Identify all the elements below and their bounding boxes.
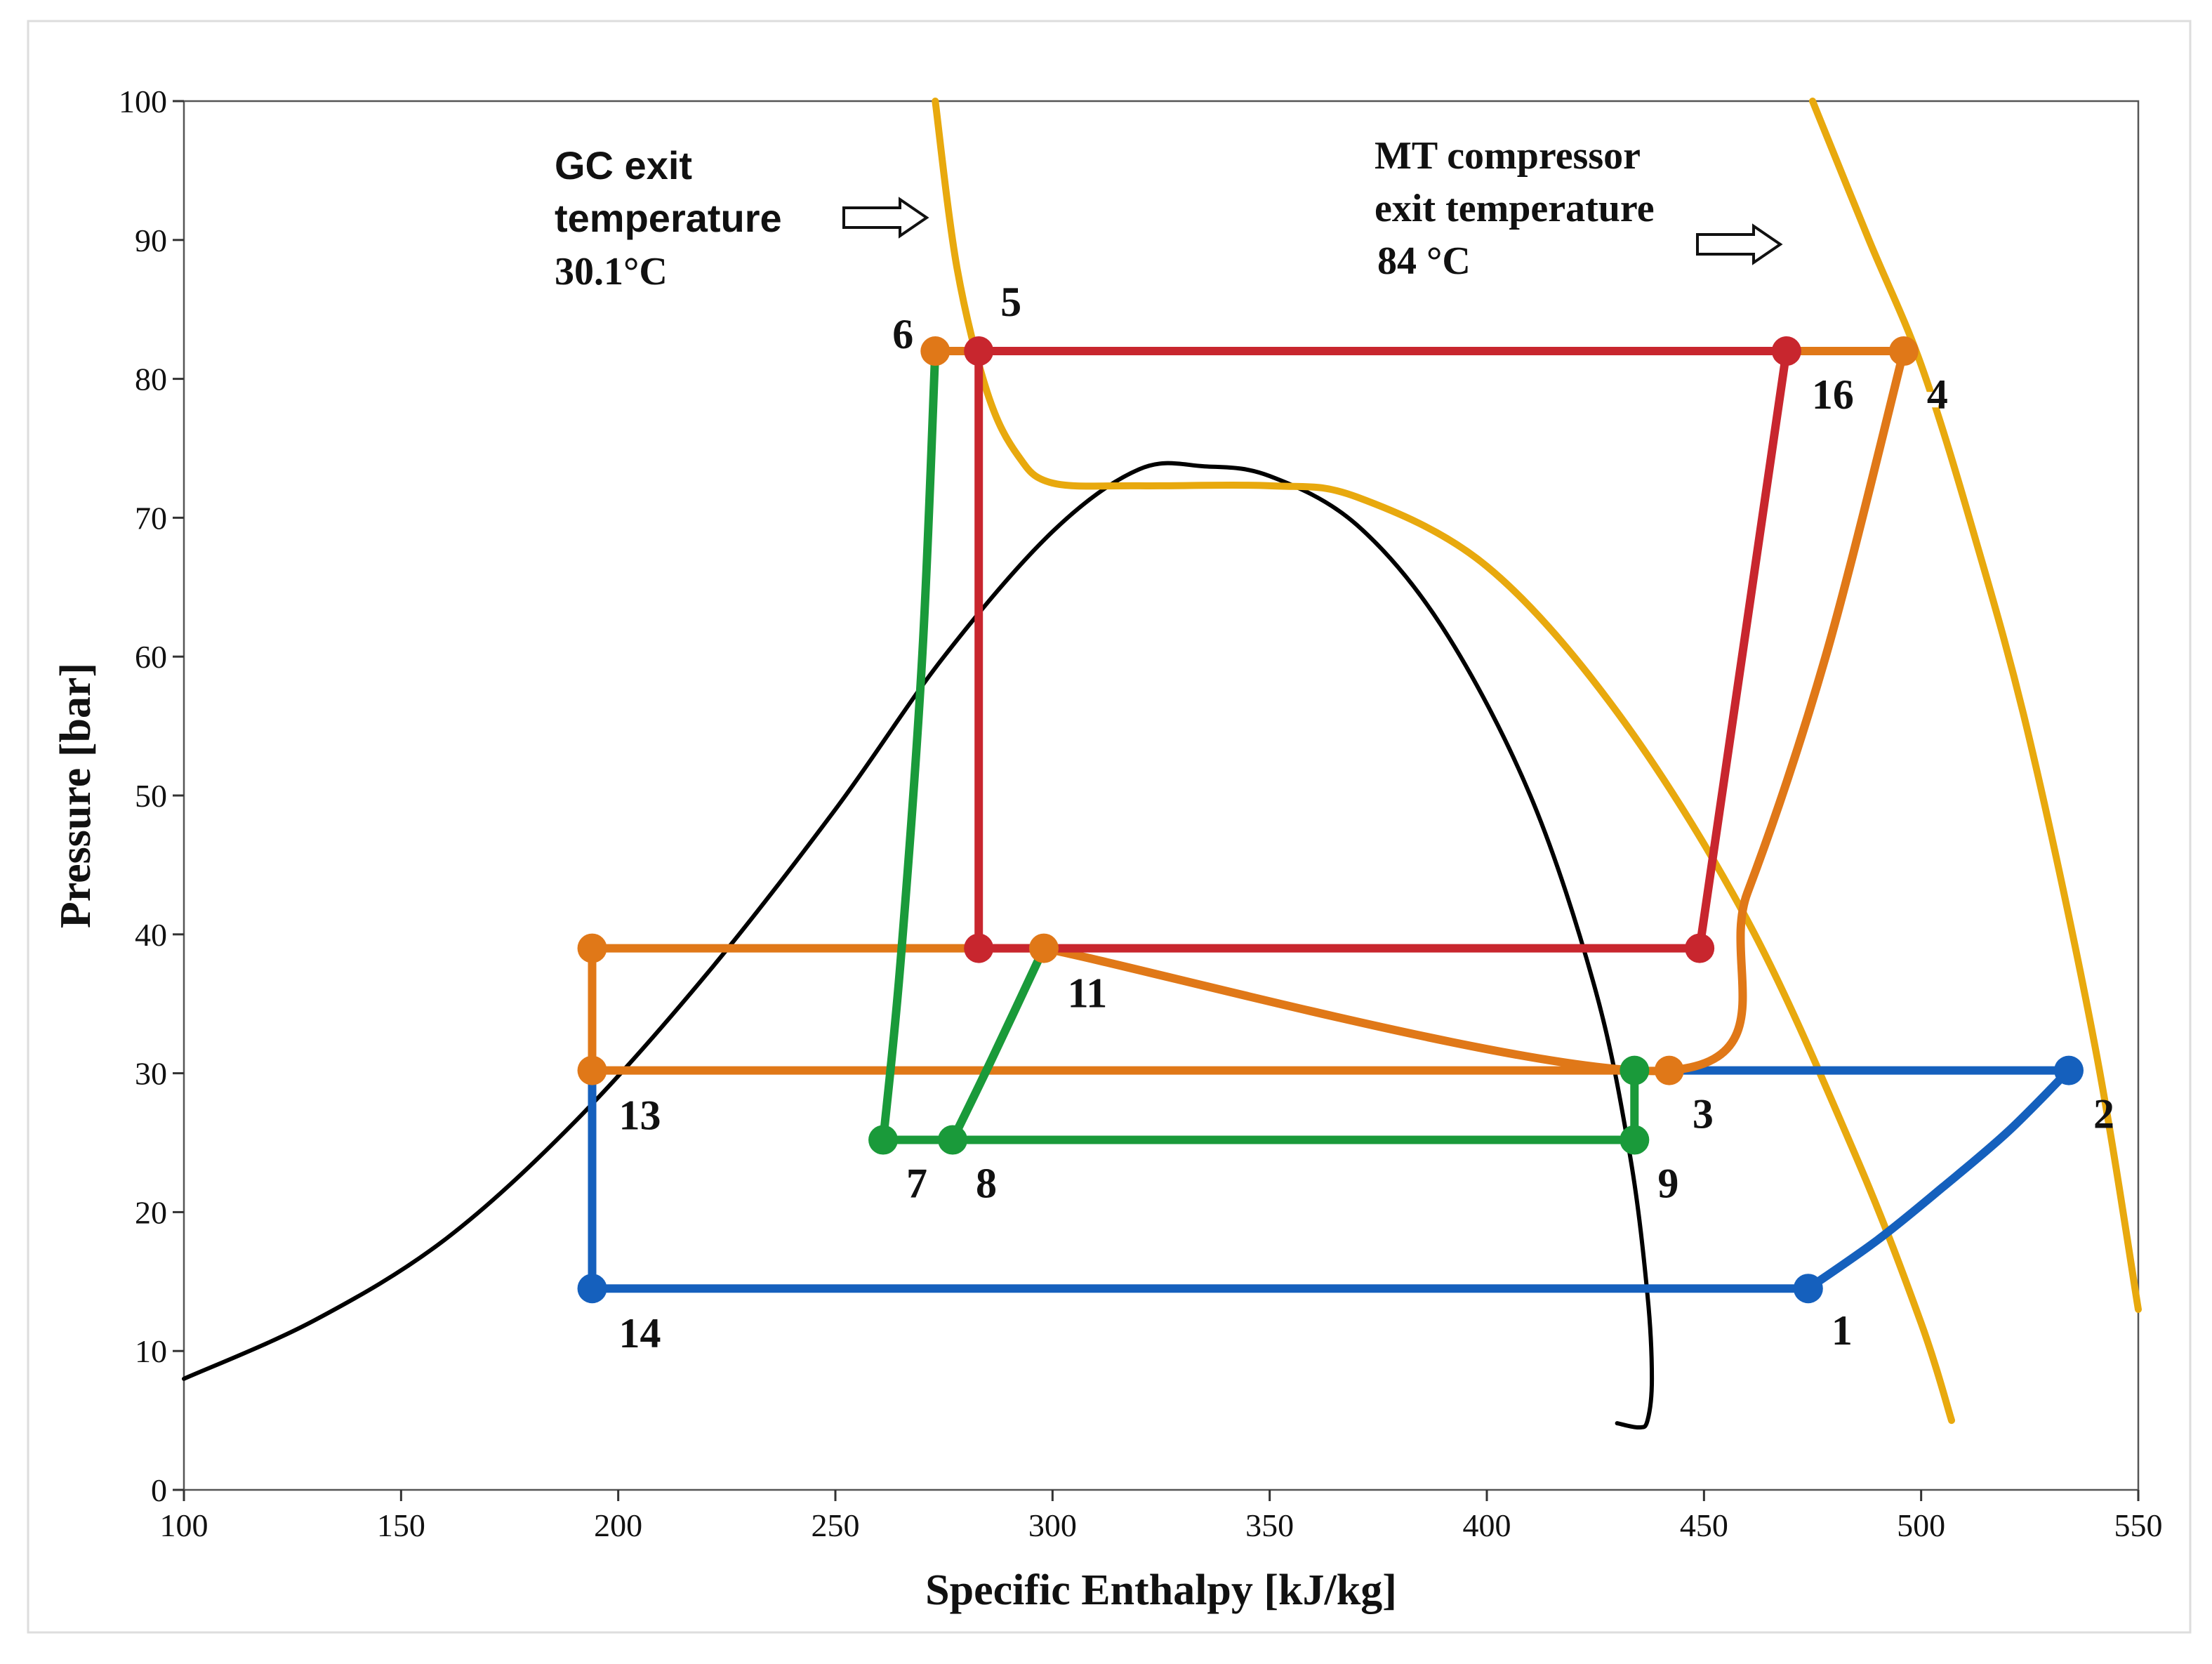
gc-exit-arrow-icon	[842, 197, 929, 239]
x-tick-label: 150	[377, 1507, 425, 1543]
state-point-5	[964, 336, 994, 367]
x-tick-label: 550	[2114, 1507, 2163, 1543]
axes-layer: 100 150 200 250 300 350 400 450 500 5500102030405…	[52, 84, 2163, 1614]
x-tick-label: 300	[1028, 1507, 1077, 1543]
outer-frame	[27, 20, 2192, 1634]
orange-cycle-line	[588, 347, 1908, 1076]
state-point-7	[868, 1125, 899, 1155]
x-tick-label: 200	[594, 1507, 642, 1543]
y-tick-label: 50	[135, 778, 167, 814]
x-tick-label: 350	[1245, 1507, 1294, 1543]
x-axis-title: Specific Enthalpy [kJ/kg]	[925, 1566, 1397, 1614]
saturation-dome-line	[182, 461, 1655, 1430]
point-label-1: 1	[1832, 1307, 1853, 1354]
curves-layer	[182, 98, 2142, 1430]
mt-exit-annotation-line-2: exit temperature	[1375, 187, 1655, 230]
y-tick-label: 0	[151, 1472, 167, 1508]
mt-exit-annotation-line-1: MT compressor	[1375, 134, 1641, 178]
green-branch-line	[948, 944, 1048, 1144]
state-point-8	[938, 1125, 968, 1155]
point-label-11: 11	[1068, 970, 1108, 1017]
labels-layer: 1 2 3 4 5 6 7 8 9 11 13 14 16	[619, 279, 2114, 1356]
state-point-unlabeled	[1620, 1055, 1650, 1085]
state-point-unlabeled	[1685, 933, 1715, 963]
y-tick-label: 90	[135, 223, 167, 258]
point-label-9: 9	[1657, 1161, 1678, 1207]
y-tick-label: 20	[135, 1194, 167, 1230]
x-tick-label: 400	[1463, 1507, 1511, 1543]
gc-exit-annotation-line-2: temperature	[555, 196, 782, 240]
annotations-layer: GC exit temperature 30.1°C MT compressor exi…	[555, 134, 1783, 293]
state-point-9	[1620, 1125, 1650, 1155]
point-label-3: 3	[1693, 1091, 1714, 1137]
x-tick-label: 450	[1680, 1507, 1728, 1543]
state-point-16	[1771, 336, 1801, 367]
x-tick-label: 500	[1897, 1507, 1945, 1543]
gc-exit-isotherm-line	[932, 98, 1955, 1425]
point-label-2: 2	[2093, 1091, 2114, 1137]
state-point-unlabeled	[577, 933, 607, 963]
state-point-11	[1028, 933, 1059, 963]
state-point-2	[2054, 1055, 2084, 1085]
state-point-4	[1888, 336, 1919, 367]
point-label-14: 14	[619, 1310, 661, 1356]
gc-exit-annotation-line-1: GC exit	[555, 143, 692, 187]
point-label-16: 16	[1812, 371, 1854, 418]
point-label-5: 5	[1000, 279, 1021, 325]
y-tick-label: 70	[135, 500, 167, 536]
point-label-8: 8	[976, 1161, 997, 1207]
y-tick-label: 100	[119, 84, 167, 119]
point-label-13: 13	[619, 1092, 661, 1139]
point-label-7: 7	[906, 1161, 927, 1207]
point-label-6: 6	[892, 311, 913, 357]
state-point-6	[920, 336, 951, 367]
y-tick-label: 10	[135, 1333, 167, 1369]
mt-exit-arrow-icon	[1696, 223, 1783, 265]
y-tick-label: 30	[135, 1056, 167, 1092]
state-point-unlabeled	[964, 933, 994, 963]
y-tick-label: 40	[135, 917, 167, 953]
point-label-4: 4	[1927, 371, 1948, 418]
state-point-14	[577, 1274, 607, 1304]
y-axis-title: Pressure [bar]	[52, 663, 100, 928]
mt-exit-isotherm-line	[1809, 98, 2142, 1313]
x-tick-label: 250	[812, 1507, 860, 1543]
points-layer	[577, 336, 2084, 1304]
green-cycle-line	[879, 347, 1639, 1144]
state-point-3	[1654, 1055, 1684, 1085]
y-tick-label: 60	[135, 639, 167, 675]
state-point-13	[577, 1055, 607, 1085]
x-tick-label: 100	[160, 1507, 208, 1543]
blue-cycle-line	[588, 1066, 2073, 1293]
gc-exit-annotation-line-3: 30.1°C	[555, 250, 668, 293]
mt-exit-annotation-line-3: 84 °C	[1377, 239, 1471, 283]
state-point-1	[1793, 1274, 1823, 1304]
y-tick-label: 80	[135, 362, 167, 397]
